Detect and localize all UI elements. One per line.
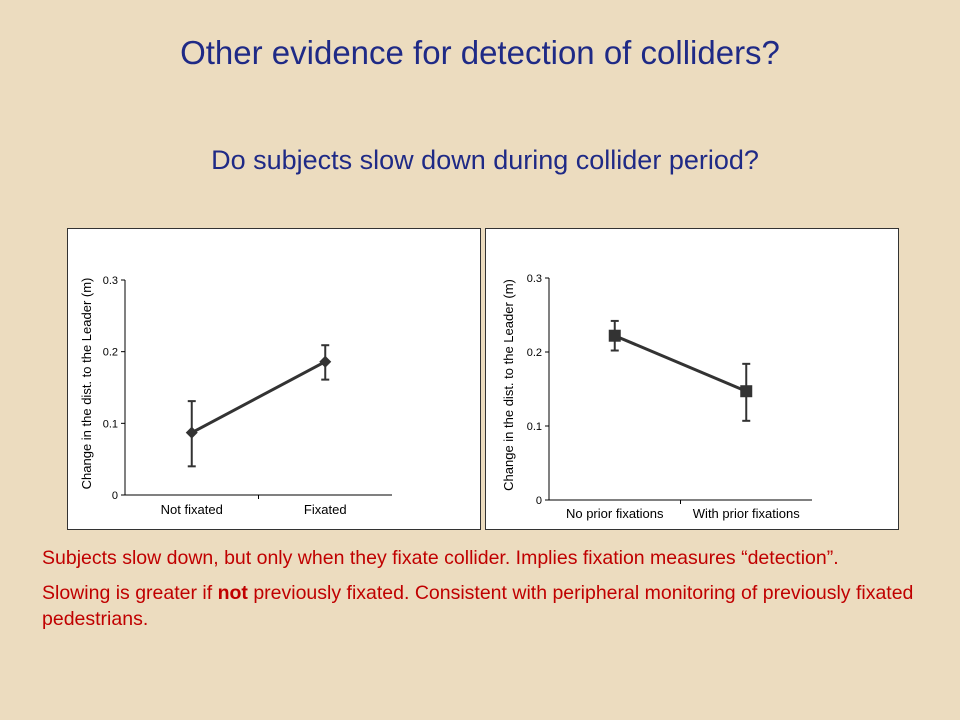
data-point-square xyxy=(608,329,621,342)
x-category-label: With prior fixations xyxy=(693,506,800,521)
y-tick-label: 0.1 xyxy=(527,421,542,433)
note2-text-before: Slowing is greater if xyxy=(42,582,218,604)
x-category-label: Not fixated xyxy=(161,502,223,517)
slide-title: Other evidence for detection of collider… xyxy=(180,34,780,71)
note2-text-after: previously fixated. Consistent with peri… xyxy=(42,582,914,630)
note2-emphasis: not xyxy=(217,582,248,604)
y-tick-label: 0.2 xyxy=(103,347,118,359)
note-slowing-greater: Slowing is greater if not previously fix… xyxy=(42,580,922,632)
y-tick-label: 0.3 xyxy=(527,273,542,285)
x-category-label: No prior fixations xyxy=(566,506,664,521)
data-point-square xyxy=(740,385,753,398)
y-tick-label: 0 xyxy=(112,490,118,502)
data-point-diamond xyxy=(319,355,332,368)
chart-fixation-svg: 0 0.1 0.2 0.3 Change in the dist. to the Lea… xyxy=(79,275,392,517)
chart-prior-fixations: 0 0.1 0.2 0.3 Change in the dist. to the Lea… xyxy=(485,228,899,530)
chart-prior-fixations-svg: 0 0.1 0.2 0.3 Change in the dist. to the Lea… xyxy=(501,273,812,521)
x-category-label: Fixated xyxy=(304,502,347,517)
data-point-diamond xyxy=(185,426,198,439)
y-tick-label: 0 xyxy=(536,495,542,507)
note-fixation-detection: Subjects slow down, but only when they f… xyxy=(42,547,839,569)
y-tick-label: 0.2 xyxy=(527,347,542,359)
y-axis-label: Change in the dist. to the Leader (m) xyxy=(501,279,516,491)
slide-subtitle: Do subjects slow down during collider pe… xyxy=(211,145,759,175)
y-tick-label: 0.1 xyxy=(103,418,118,430)
chart-fixation: 0 0.1 0.2 0.3 Change in the dist. to the Lea… xyxy=(67,228,481,530)
y-tick-label: 0.3 xyxy=(103,275,118,287)
series-line xyxy=(191,360,326,434)
series-line xyxy=(614,334,747,393)
y-axis-label: Change in the dist. to the Leader (m) xyxy=(79,278,94,490)
notes: Subjects slow down, but only when they f… xyxy=(42,545,922,641)
